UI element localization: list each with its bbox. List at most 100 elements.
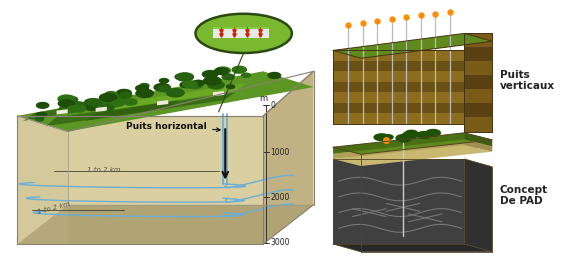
Circle shape — [232, 66, 247, 73]
Circle shape — [99, 93, 117, 102]
Circle shape — [36, 103, 49, 108]
Circle shape — [405, 130, 417, 136]
Polygon shape — [464, 159, 492, 252]
Polygon shape — [333, 92, 464, 103]
Circle shape — [154, 84, 170, 91]
Circle shape — [158, 86, 171, 92]
Circle shape — [111, 103, 119, 107]
Polygon shape — [333, 133, 464, 154]
Circle shape — [69, 102, 86, 110]
Circle shape — [112, 100, 124, 106]
Circle shape — [35, 117, 43, 121]
Circle shape — [176, 73, 194, 81]
Circle shape — [222, 74, 234, 80]
Polygon shape — [333, 61, 464, 71]
Circle shape — [183, 81, 198, 88]
Ellipse shape — [195, 14, 292, 53]
Polygon shape — [101, 83, 247, 112]
Circle shape — [403, 132, 417, 139]
Polygon shape — [23, 98, 124, 121]
Circle shape — [233, 68, 244, 73]
Circle shape — [119, 92, 132, 98]
Text: Puits
verticaux: Puits verticaux — [499, 70, 554, 91]
Circle shape — [85, 99, 99, 106]
Polygon shape — [213, 27, 269, 38]
Polygon shape — [333, 33, 492, 58]
Circle shape — [60, 106, 72, 112]
Polygon shape — [263, 71, 314, 244]
Circle shape — [111, 95, 126, 102]
Text: Concept
De PAD: Concept De PAD — [499, 185, 548, 206]
Circle shape — [383, 135, 393, 140]
Circle shape — [36, 112, 47, 117]
Text: 1 to 2 km: 1 to 2 km — [87, 167, 121, 173]
Polygon shape — [333, 113, 464, 124]
Polygon shape — [333, 139, 492, 161]
Text: m: m — [259, 94, 268, 103]
Circle shape — [116, 89, 131, 96]
Text: 0: 0 — [270, 101, 275, 110]
Polygon shape — [18, 116, 68, 244]
Polygon shape — [333, 145, 492, 166]
Circle shape — [214, 68, 228, 74]
Circle shape — [220, 69, 228, 73]
Circle shape — [180, 82, 192, 88]
Circle shape — [166, 89, 184, 97]
Circle shape — [124, 99, 137, 105]
Circle shape — [105, 100, 118, 106]
Polygon shape — [464, 139, 492, 152]
Text: 2000: 2000 — [270, 193, 290, 202]
Polygon shape — [464, 62, 492, 75]
Circle shape — [86, 105, 98, 110]
Polygon shape — [57, 109, 68, 114]
Circle shape — [187, 81, 202, 89]
Circle shape — [268, 73, 281, 78]
Circle shape — [374, 134, 388, 140]
Circle shape — [101, 105, 114, 111]
Polygon shape — [333, 139, 464, 159]
Polygon shape — [333, 103, 464, 113]
Circle shape — [175, 74, 186, 79]
Polygon shape — [333, 50, 464, 61]
Circle shape — [86, 99, 102, 106]
Polygon shape — [18, 116, 263, 244]
Polygon shape — [333, 133, 492, 154]
Circle shape — [60, 105, 77, 113]
Polygon shape — [95, 107, 107, 112]
Circle shape — [70, 105, 86, 112]
Polygon shape — [464, 47, 492, 62]
Circle shape — [98, 103, 107, 108]
Text: 3000: 3000 — [270, 238, 290, 247]
Circle shape — [59, 100, 74, 107]
Polygon shape — [85, 92, 235, 121]
Circle shape — [193, 80, 204, 86]
Text: 1 to 2 km: 1 to 2 km — [37, 201, 71, 215]
Polygon shape — [213, 91, 224, 96]
Circle shape — [64, 97, 78, 103]
Polygon shape — [464, 89, 492, 103]
Circle shape — [396, 134, 412, 142]
Polygon shape — [18, 71, 314, 132]
Polygon shape — [333, 159, 464, 244]
Circle shape — [208, 81, 224, 89]
Circle shape — [426, 129, 440, 136]
Polygon shape — [464, 133, 492, 146]
Circle shape — [202, 70, 218, 78]
Circle shape — [140, 84, 149, 88]
Text: 1000: 1000 — [270, 148, 290, 156]
Circle shape — [66, 106, 78, 112]
Circle shape — [58, 95, 75, 103]
Polygon shape — [18, 205, 314, 244]
Circle shape — [160, 79, 169, 83]
Polygon shape — [333, 71, 464, 82]
Polygon shape — [333, 82, 464, 92]
Circle shape — [241, 73, 250, 77]
Polygon shape — [45, 100, 179, 126]
Circle shape — [203, 77, 221, 85]
Polygon shape — [157, 100, 168, 105]
Polygon shape — [333, 244, 492, 252]
Circle shape — [136, 89, 153, 97]
Polygon shape — [464, 118, 492, 132]
Circle shape — [105, 92, 118, 98]
Polygon shape — [464, 33, 492, 47]
